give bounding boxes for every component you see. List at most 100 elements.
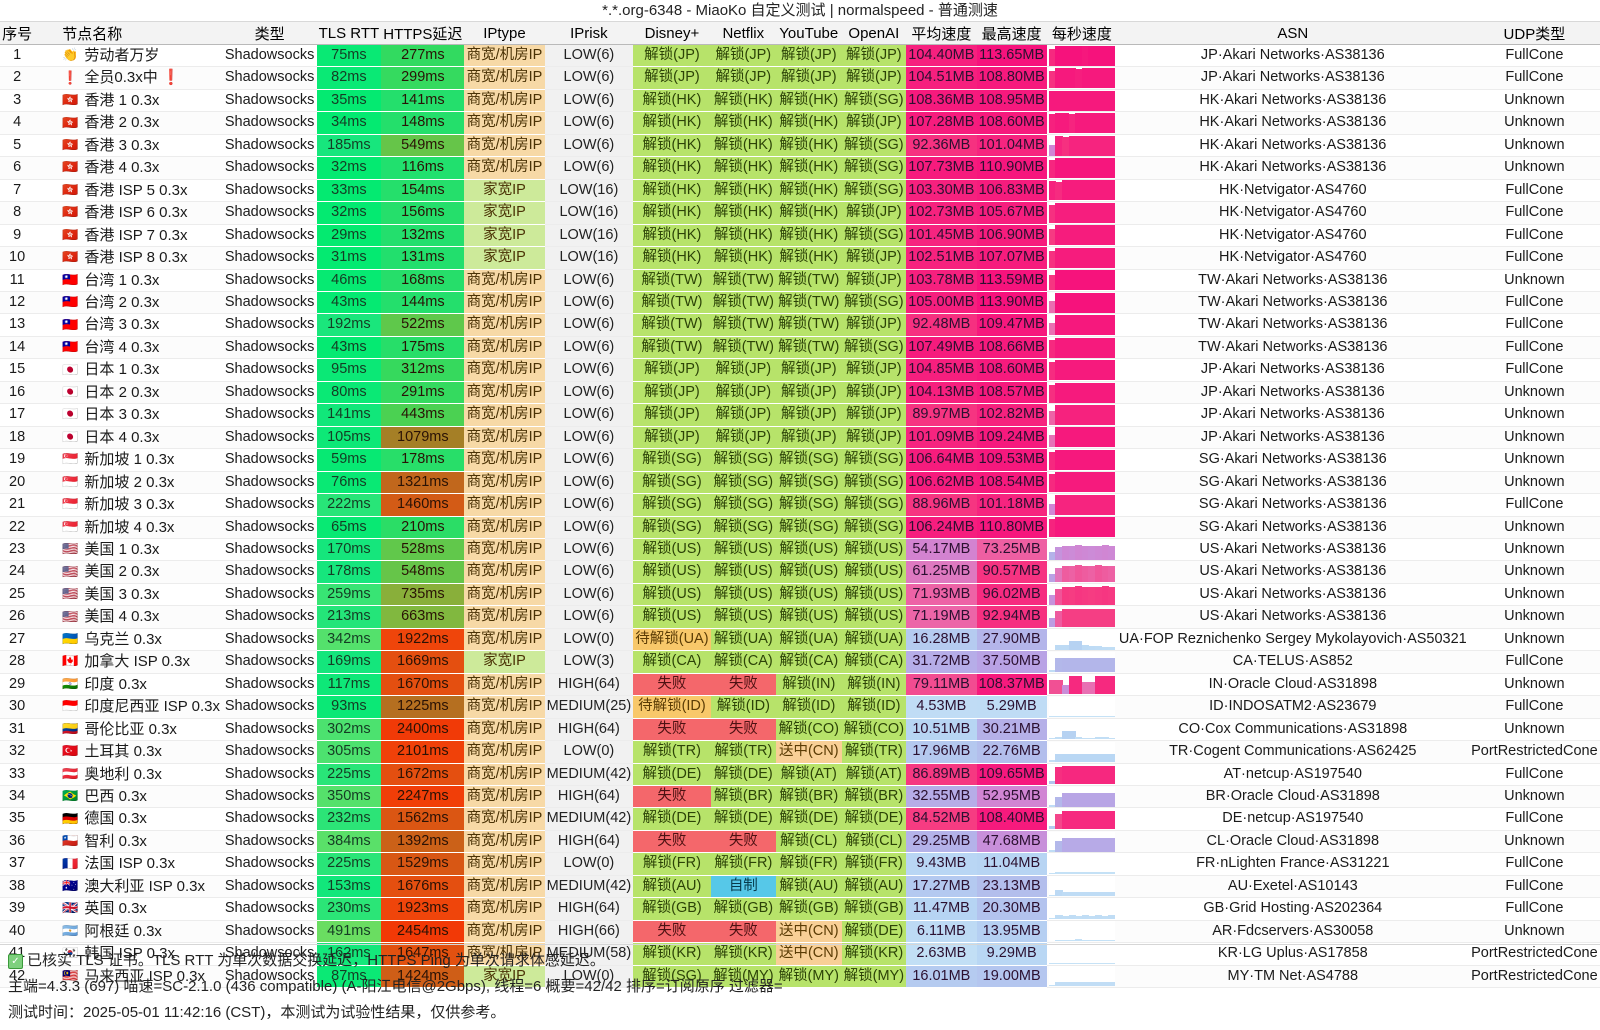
node-name-cell[interactable]: 🇭🇰 香港 3 0.3x — [34, 134, 223, 158]
table-row[interactable]: 11 🇹🇼 台湾 1 0.3x Shadowsocks 46ms 168ms 商宽/机房IP… — [0, 269, 1600, 292]
table-row[interactable]: 27 🇺🇦 乌克兰 0.3x Shadowsocks 342ms 1922ms 商宽/机房I… — [0, 628, 1600, 652]
table-row[interactable]: 39 🇬🇧 英国 0.3x Shadowsocks 230ms 1923ms 商宽/机房IP… — [0, 897, 1600, 921]
col-header-iprisk[interactable]: IPrisk — [544, 21, 634, 45]
node-name-cell[interactable]: 🇹🇼 台湾 1 0.3x — [34, 269, 223, 292]
node-name-cell[interactable]: 🇺🇸 美国 2 0.3x — [34, 560, 223, 584]
node-name-cell[interactable]: 🇭🇰 香港 1 0.3x — [34, 89, 223, 113]
col-header-avg-speed[interactable]: 平均速度 — [906, 21, 977, 45]
table-row[interactable]: 6 🇭🇰 香港 4 0.3x Shadowsocks 32ms 116ms 商宽/机房IP L… — [0, 156, 1600, 180]
node-name-cell[interactable]: 🇸🇬 新加坡 2 0.3x — [34, 471, 223, 495]
col-header-type[interactable]: 类型 — [222, 21, 317, 45]
table-row[interactable]: 41🇰🇷韩国 ISP 0.3xShadowsocks162ms1647ms商宽/… — [0, 942, 1600, 966]
table-row[interactable]: 8 🇭🇰 香港 ISP 6 0.3x Shadowsocks 32ms 156ms 家宽IP… — [0, 201, 1600, 225]
table-row[interactable]: 9 🇭🇰 香港 ISP 7 0.3x Shadowsocks 29ms 132ms 家宽IP… — [0, 224, 1600, 248]
node-name-cell[interactable]: 🇮🇩 印度尼西亚 ISP 0.3x — [34, 695, 223, 719]
table-row[interactable]: 36 🇨🇱 智利 0.3x Shadowsocks 384ms 1392ms 商宽/机房IP… — [0, 830, 1600, 854]
node-name-cell[interactable]: 🇸🇬 新加坡 4 0.3x — [34, 516, 223, 539]
col-header-netflix[interactable]: Netflix — [710, 21, 777, 45]
table-row[interactable]: 14 🇹🇼 台湾 4 0.3x Shadowsocks 43ms 175ms 商宽/机房IP… — [0, 336, 1600, 360]
node-name-cell[interactable]: 🇹🇼 台湾 4 0.3x — [34, 336, 223, 360]
table-row[interactable]: 33 🇦🇹 奥地利 0.3x Shadowsocks 225ms 1672ms 商宽/机房I… — [0, 763, 1600, 786]
col-header-udp-type[interactable]: UDP类型 — [1468, 21, 1600, 45]
table-row[interactable]: 23 🇺🇸 美国 1 0.3x Shadowsocks 170ms 528ms 商宽/机房I… — [0, 538, 1600, 562]
node-name-cell[interactable]: ❗ 全员0.3x中 ❗ — [34, 66, 223, 90]
node-name-cell[interactable]: 🇹🇼 台湾 3 0.3x — [34, 313, 223, 337]
node-name-cell[interactable]: 🇯🇵 日本 2 0.3x — [34, 381, 223, 405]
node-name-cell[interactable]: 🇨🇴 哥伦比亚 0.3x — [34, 718, 223, 742]
col-header-openai[interactable]: OpenAI — [841, 21, 907, 45]
table-row[interactable]: 12 🇹🇼 台湾 2 0.3x Shadowsocks 43ms 144ms 商宽/机房IP… — [0, 291, 1600, 315]
node-name-cell[interactable]: 🇯🇵 日本 4 0.3x — [34, 426, 223, 450]
node-name-cell[interactable]: 🇮🇳 印度 0.3x — [34, 673, 223, 697]
node-name-cell[interactable]: 🇭🇰 香港 ISP 5 0.3x — [34, 179, 223, 203]
col-header-max-speed[interactable]: 最高速度 — [976, 21, 1047, 45]
node-name-cell[interactable]: 🇭🇰 香港 ISP 7 0.3x — [34, 224, 223, 248]
col-header-youtube[interactable]: YouTube — [776, 21, 842, 45]
table-row[interactable]: 2 ❗ 全员0.3x中 ❗ Shadowsocks 82ms 299ms 商宽/机房IP LO… — [0, 66, 1600, 90]
table-row[interactable]: 24 🇺🇸 美国 2 0.3x Shadowsocks 178ms 548ms 商宽/机房I… — [0, 560, 1600, 584]
node-name-cell[interactable]: 🇫🇷 法国 ISP 0.3x — [34, 852, 223, 876]
table-row[interactable]: 21 🇸🇬 新加坡 3 0.3x Shadowsocks 222ms 1460ms 商宽/机… — [0, 493, 1600, 517]
col-header-disney[interactable]: Disney+ — [633, 21, 711, 45]
table-row[interactable]: 35 🇩🇪 德国 0.3x Shadowsocks 232ms 1562ms 商宽/机房IP… — [0, 807, 1600, 831]
table-row[interactable]: 42 🇲🇾 马来西亚 ISP 0.3x Shadowsocks 87ms 1424ms 家宽… — [0, 965, 1600, 989]
table-row[interactable]: 7 🇭🇰 香港 ISP 5 0.3x Shadowsocks 33ms 154ms 家宽IP… — [0, 179, 1600, 203]
node-name-cell[interactable]: 🇯🇵 日本 1 0.3x — [34, 358, 223, 382]
node-name-cell[interactable]: 🇬🇧 英国 0.3x — [34, 897, 223, 921]
col-header-per-second[interactable]: 每秒速度 — [1046, 21, 1117, 45]
node-name-cell[interactable]: 🇦🇷 阿根廷 0.3x — [34, 920, 223, 944]
table-row[interactable]: 4 🇭🇰 香港 2 0.3x Shadowsocks 34ms 148ms 商宽/机房IP L… — [0, 111, 1600, 135]
table-row[interactable]: 38 🇦🇺 澳大利亚 ISP 0.3x Shadowsocks 153ms 1676ms 商… — [0, 875, 1600, 899]
col-header-name[interactable]: 节点名称 — [34, 21, 223, 45]
table-row[interactable]: 10 🇭🇰 香港 ISP 8 0.3x Shadowsocks 31ms 131ms 家宽I… — [0, 246, 1600, 270]
node-name-cell[interactable]: 🇲🇾 马来西亚 ISP 0.3x — [34, 965, 223, 989]
node-name-cell[interactable]: 🇦🇺 澳大利亚 ISP 0.3x — [34, 875, 223, 899]
table-row[interactable]: 25 🇺🇸 美国 3 0.3x Shadowsocks 259ms 735ms 商宽/机房I… — [0, 583, 1600, 607]
node-name-cell[interactable]: 🇸🇬 新加坡 1 0.3x — [34, 448, 223, 472]
table-row[interactable]: 18 🇯🇵 日本 4 0.3x Shadowsocks 105ms 1079ms 商宽/机房… — [0, 426, 1600, 450]
table-row[interactable]: 28 🇨🇦 加拿大 ISP 0.3x Shadowsocks 169ms 1669ms 家宽… — [0, 650, 1600, 674]
table-row[interactable]: 5 🇭🇰 香港 3 0.3x Shadowsocks 185ms 549ms 商宽/机房IP… — [0, 134, 1600, 158]
table-row[interactable]: 30 🇮🇩 印度尼西亚 ISP 0.3x Shadowsocks 93ms 1225ms 商… — [0, 695, 1600, 719]
table-row[interactable]: 40 🇦🇷 阿根廷 0.3x Shadowsocks 491ms 2454ms 商宽/机房I… — [0, 920, 1600, 944]
node-name-cell[interactable]: 🇰🇷 韩国 ISP 0.3x — [34, 942, 223, 966]
table-row[interactable]: 34 🇧🇷 巴西 0.3x Shadowsocks 350ms 2247ms 商宽/机房IP… — [0, 785, 1600, 809]
node-name-cell[interactable]: 👏 劳动者万岁 — [34, 44, 223, 68]
node-name-cell[interactable]: 🇺🇸 美国 4 0.3x — [34, 605, 223, 629]
table-row[interactable]: 1 👏 劳动者万岁 Shadowsocks 75ms 277ms 商宽/机房IP LOW(6)… — [0, 44, 1600, 68]
node-name-cell[interactable]: 🇺🇦 乌克兰 0.3x — [34, 628, 223, 652]
col-header-iptype[interactable]: IPtype — [464, 21, 545, 45]
node-name-cell[interactable]: 🇹🇷 土耳其 0.3x — [34, 740, 223, 764]
table-row[interactable]: 17 🇯🇵 日本 3 0.3x Shadowsocks 141ms 443ms 商宽/机房I… — [0, 403, 1600, 427]
node-name-cell[interactable]: 🇺🇸 美国 1 0.3x — [34, 538, 223, 562]
table-row[interactable]: 29 🇮🇳 印度 0.3x Shadowsocks 117ms 1670ms 商宽/机房IP… — [0, 673, 1600, 697]
node-name-cell[interactable]: 🇭🇰 香港 4 0.3x — [34, 156, 223, 180]
node-name-cell[interactable]: 🇭🇰 香港 2 0.3x — [34, 111, 223, 135]
table-row[interactable]: 19 🇸🇬 新加坡 1 0.3x Shadowsocks 59ms 178ms 商宽/机房I… — [0, 448, 1600, 472]
table-row[interactable]: 3 🇭🇰 香港 1 0.3x Shadowsocks 35ms 141ms 商宽/机房IP L… — [0, 89, 1600, 113]
col-header-index[interactable]: 序号 — [0, 21, 35, 45]
table-row[interactable]: 20 🇸🇬 新加坡 2 0.3x Shadowsocks 76ms 1321ms 商宽/机房… — [0, 471, 1600, 495]
col-header-tls-rtt[interactable]: TLS RTT — [316, 21, 382, 45]
node-name-cell[interactable]: 🇨🇱 智利 0.3x — [34, 830, 223, 854]
table-row[interactable]: 37 🇫🇷 法国 ISP 0.3x Shadowsocks 225ms 1529ms 商宽/… — [0, 852, 1600, 876]
node-name-cell[interactable]: 🇺🇸 美国 3 0.3x — [34, 583, 223, 607]
table-row[interactable]: 32 🇹🇷 土耳其 0.3x Shadowsocks 305ms 2101ms 商宽/机房I… — [0, 740, 1600, 764]
col-header-https[interactable]: HTTPS延迟 — [381, 21, 465, 45]
table-row[interactable]: 16 🇯🇵 日本 2 0.3x Shadowsocks 80ms 291ms 商宽/机房IP… — [0, 381, 1600, 405]
table-row[interactable]: 22 🇸🇬 新加坡 4 0.3x Shadowsocks 65ms 210ms 商宽/机房I… — [0, 516, 1600, 539]
table-row[interactable]: 15 🇯🇵 日本 1 0.3x Shadowsocks 95ms 312ms 商宽/机房IP… — [0, 358, 1600, 382]
node-name-cell[interactable]: 🇨🇦 加拿大 ISP 0.3x — [34, 650, 223, 674]
node-name-cell[interactable]: 🇦🇹 奥地利 0.3x — [34, 763, 223, 786]
table-row[interactable]: 26 🇺🇸 美国 4 0.3x Shadowsocks 213ms 663ms 商宽/机房I… — [0, 605, 1600, 629]
node-name-cell[interactable]: 🇹🇼 台湾 2 0.3x — [34, 291, 223, 315]
col-header-asn[interactable]: ASN — [1116, 21, 1469, 45]
node-name-cell[interactable]: 🇯🇵 日本 3 0.3x — [34, 403, 223, 427]
table-row[interactable]: 13 🇹🇼 台湾 3 0.3x Shadowsocks 192ms 522ms 商宽/机房I… — [0, 313, 1600, 337]
node-name-cell[interactable]: 🇩🇪 德国 0.3x — [34, 807, 223, 831]
node-name-cell[interactable]: 🇧🇷 巴西 0.3x — [34, 785, 223, 809]
node-name-cell[interactable]: 🇭🇰 香港 ISP 6 0.3x — [34, 201, 223, 225]
node-name-cell[interactable]: 🇸🇬 新加坡 3 0.3x — [34, 493, 223, 517]
table-row[interactable]: 31 🇨🇴 哥伦比亚 0.3x Shadowsocks 302ms 2400ms 商宽/机房… — [0, 718, 1600, 742]
node-name-cell[interactable]: 🇭🇰 香港 ISP 8 0.3x — [34, 246, 223, 270]
